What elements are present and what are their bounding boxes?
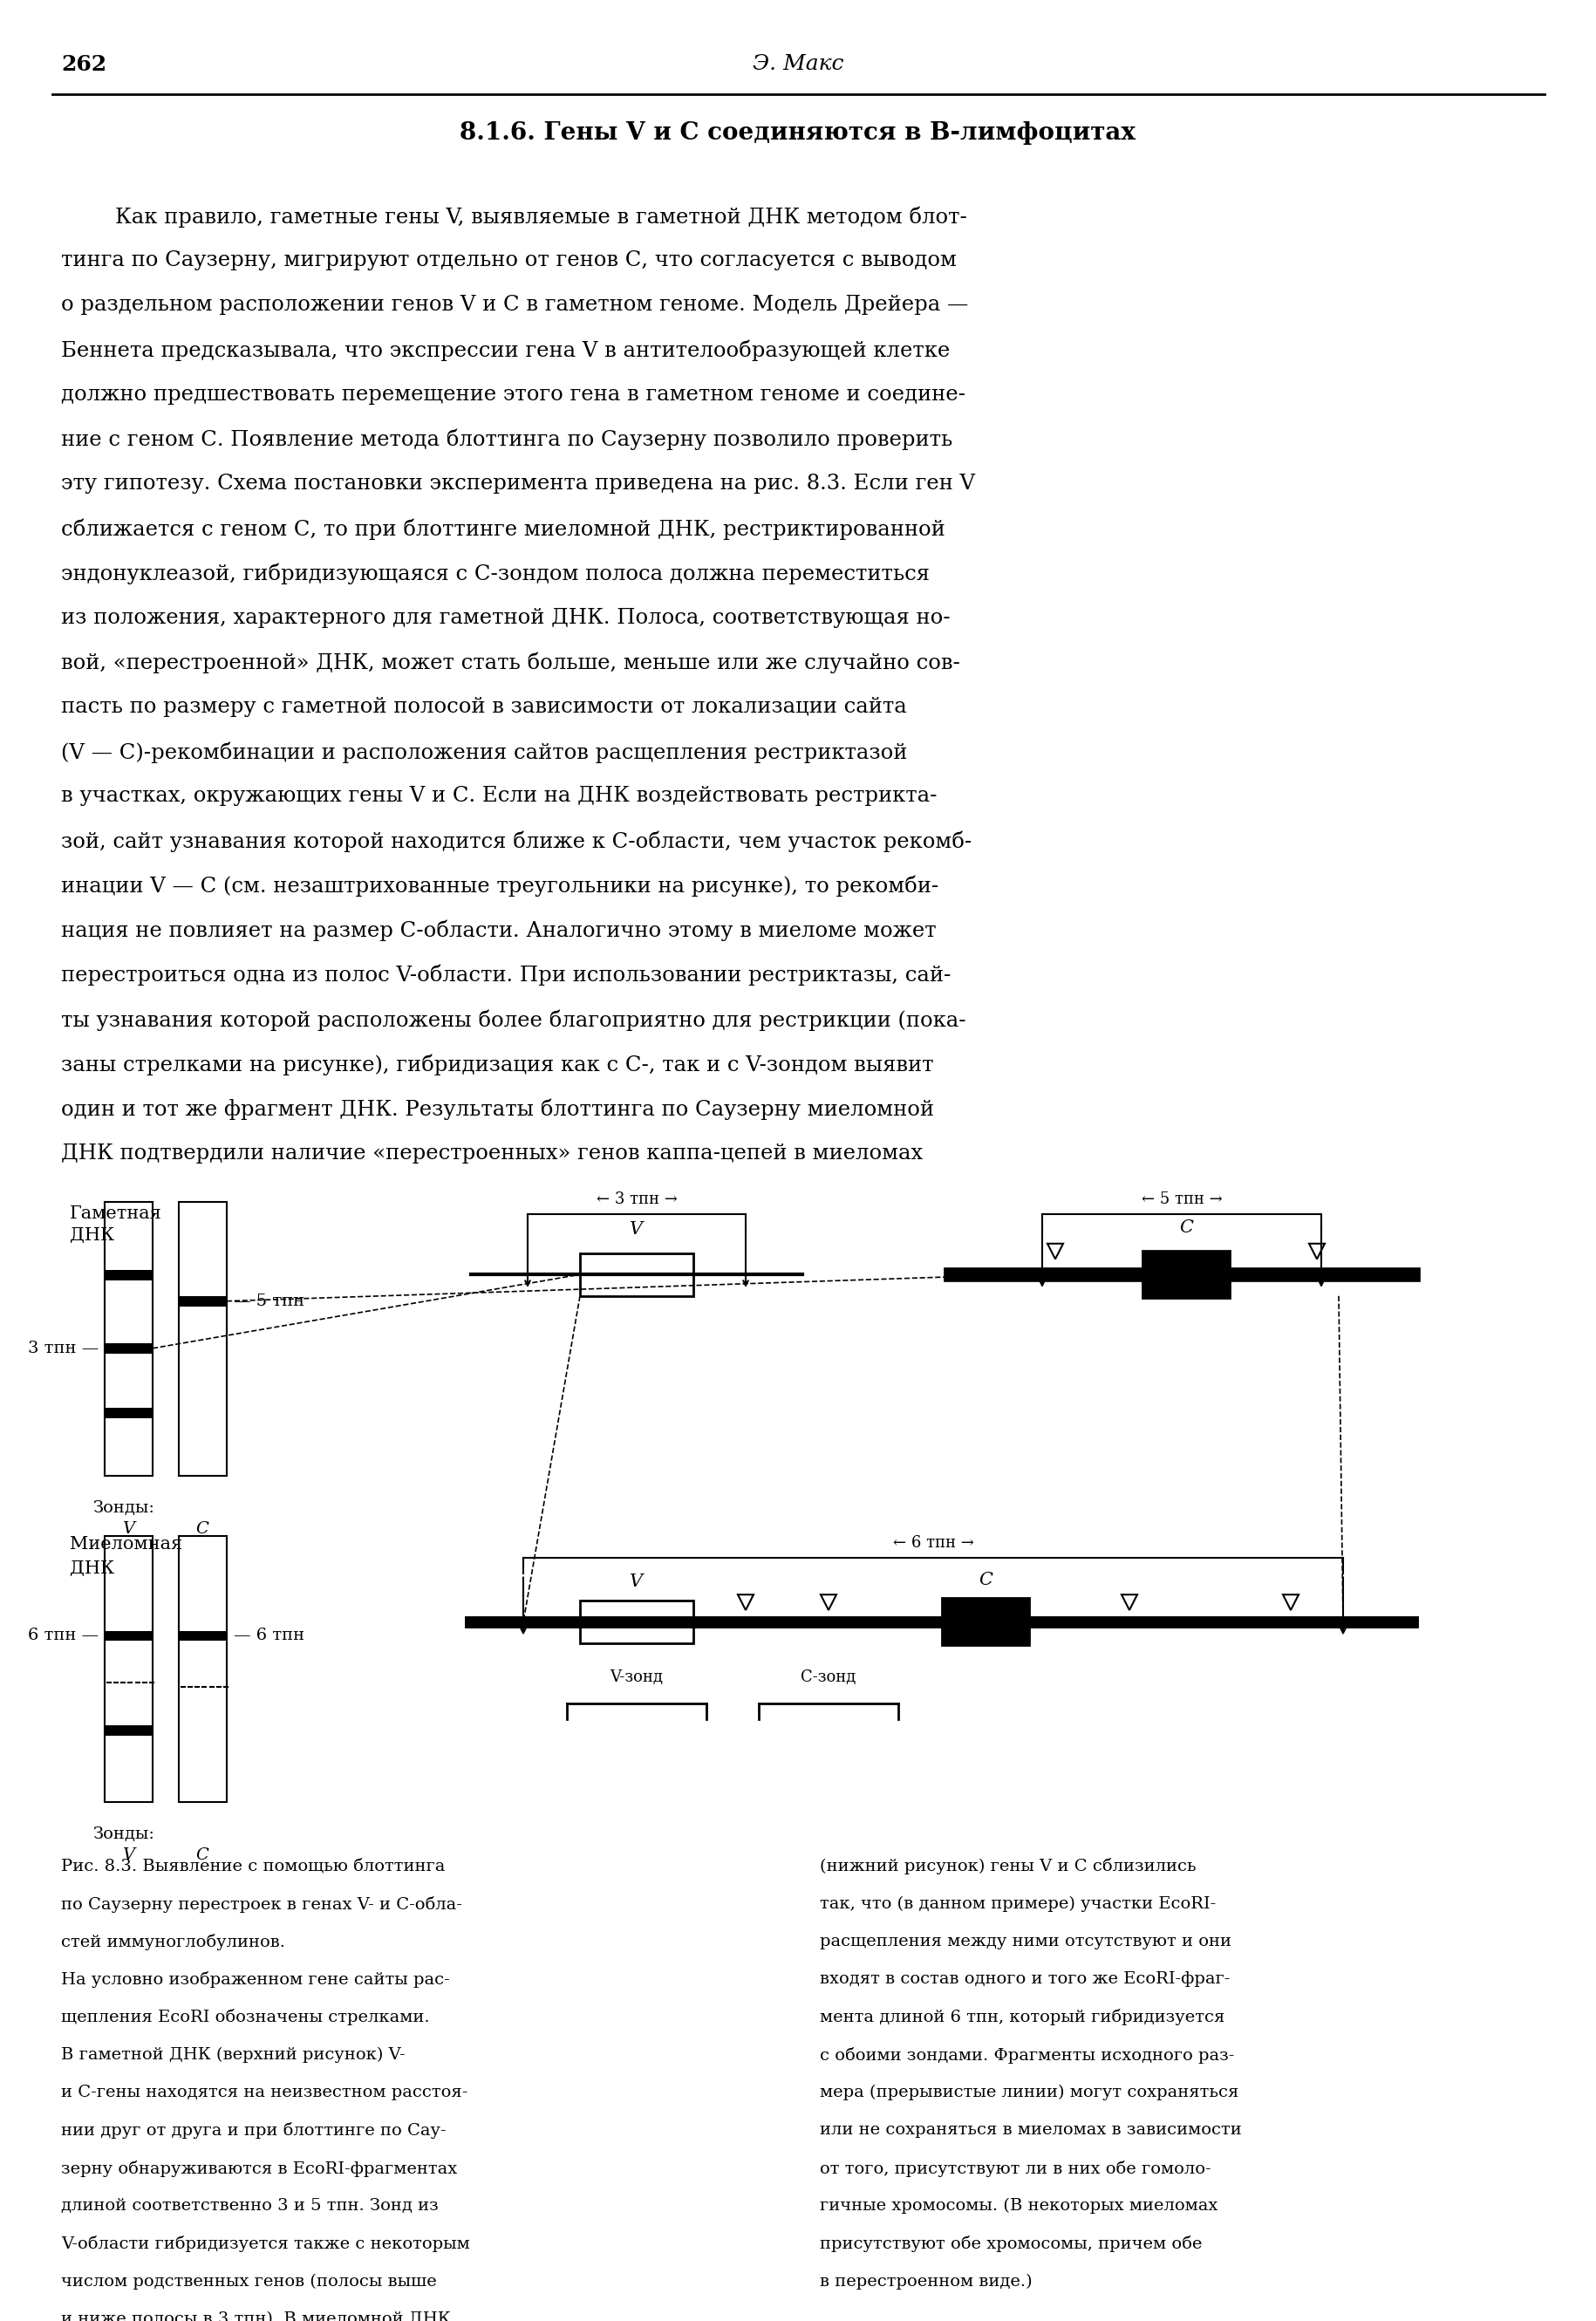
Text: V: V (121, 1848, 134, 1864)
Text: числом родственных генов (полосы выше: числом родственных генов (полосы выше (61, 2275, 436, 2289)
Text: по Саузерну перестроек в генах V- и С-обла-: по Саузерну перестроек в генах V- и С-об… (61, 1896, 461, 1913)
Text: сближается с геном С, то при блоттинге миеломной ДНК, рестриктированной: сближается с геном С, то при блоттинге м… (61, 518, 945, 541)
Text: зой, сайт узнавания которой находится ближе к С-области, чем участок рекомб-: зой, сайт узнавания которой находится бл… (61, 831, 972, 852)
Text: В гаметной ДНК (верхний рисунок) V-: В гаметной ДНК (верхний рисунок) V- (61, 2047, 405, 2063)
Text: мента длиной 6 тпн, который гибридизуется: мента длиной 6 тпн, который гибридизуетс… (819, 2010, 1224, 2026)
Text: V: V (630, 1574, 643, 1590)
Text: 3 тпн —: 3 тпн — (27, 1342, 99, 1355)
Text: — 5 тпн: — 5 тпн (233, 1293, 305, 1309)
Text: C: C (196, 1520, 209, 1537)
Text: C: C (1178, 1219, 1192, 1235)
Text: V-зонд: V-зонд (610, 1669, 662, 1685)
Text: ты узнавания которой расположены более благоприятно для рестрикции (пока-: ты узнавания которой расположены более б… (61, 1010, 966, 1031)
Text: (V — С)-рекомбинации и расположения сайтов расщепления рестриктазой: (V — С)-рекомбинации и расположения сайт… (61, 740, 907, 764)
Text: в участках, окружающих гены V и С. Если на ДНК воздействовать рестрикта-: в участках, окружающих гены V и С. Если … (61, 787, 937, 805)
Text: тинга по Саузерну, мигрируют отдельно от генов С, что согласуется с выводом: тинга по Саузерну, мигрируют отдельно от… (61, 251, 956, 272)
Polygon shape (1309, 1244, 1325, 1258)
Text: с обоими зондами. Фрагменты исходного раз-: с обоими зондами. Фрагменты исходного ра… (819, 2047, 1234, 2063)
Text: о раздельном расположении генов V и С в гаметном геноме. Модель Дрейера —: о раздельном расположении генов V и С в … (61, 295, 967, 316)
Bar (105, 1725, 153, 1736)
Text: 8.1.6. Гены V и C соединяются в В-лимфоцитах: 8.1.6. Гены V и C соединяются в В-лимфоц… (460, 121, 1135, 144)
Text: 262: 262 (61, 53, 107, 74)
Text: — 6 тпн: — 6 тпн (233, 1627, 305, 1643)
Text: 6 тпн —: 6 тпн — (27, 1627, 99, 1643)
Text: Гаметная: Гаметная (70, 1207, 161, 1223)
Text: На условно изображенном гене сайты рас-: На условно изображенном гене сайты рас- (61, 1971, 450, 1989)
Text: так, что (в данном примере) участки EcoRI-: так, что (в данном примере) участки EcoR… (819, 1896, 1215, 1913)
Polygon shape (1282, 1595, 1298, 1611)
Text: стей иммуноглобулинов.: стей иммуноглобулинов. (61, 1933, 286, 1950)
Text: Зонды:: Зонды: (93, 1499, 155, 1516)
Text: Миеломная: Миеломная (70, 1537, 182, 1553)
Text: мера (прерывистые линии) могут сохраняться: мера (прерывистые линии) могут сохранять… (819, 2084, 1238, 2101)
Text: из положения, характерного для гаметной ДНК. Полоса, соответствующая но-: из положения, характерного для гаметной … (61, 608, 950, 627)
Text: должно предшествовать перемещение этого гена в гаметном геноме и соедине-: должно предшествовать перемещение этого … (61, 385, 966, 404)
Text: заны стрелками на рисунке), гибридизация как с С-, так и с V-зондом выявит: заны стрелками на рисунке), гибридизация… (61, 1054, 934, 1075)
Bar (942, 1599, 1028, 1646)
Text: один и тот же фрагмент ДНК. Результаты блоттинга по Саузерну миеломной: один и тот же фрагмент ДНК. Результаты б… (61, 1098, 934, 1121)
Bar (179, 1295, 227, 1307)
Text: нии друг от друга и при блоттинге по Сау-: нии друг от друга и при блоттинге по Сау… (61, 2121, 445, 2140)
Text: Рис. 8.3. Выявление с помощью блоттинга: Рис. 8.3. Выявление с помощью блоттинга (61, 1859, 445, 1873)
Text: или не сохраняться в миеломах в зависимости: или не сохраняться в миеломах в зависимо… (819, 2121, 1242, 2138)
Text: ← 5 тпн →: ← 5 тпн → (1141, 1193, 1221, 1207)
Text: пасть по размеру с гаметной полосой в зависимости от локализации сайта: пасть по размеру с гаметной полосой в за… (61, 696, 907, 717)
Bar (105, 1344, 153, 1353)
Bar (179, 1632, 227, 1641)
Text: эндонуклеазой, гибридизующаяся с С-зондом полоса должна переместиться: эндонуклеазой, гибридизующаяся с С-зондо… (61, 564, 929, 585)
Bar (1141, 1251, 1229, 1297)
Bar (179, 1202, 227, 1476)
Bar (579, 1253, 693, 1295)
Text: перестроиться одна из полос V-области. При использовании рестриктазы, сай-: перестроиться одна из полос V-области. П… (61, 966, 951, 986)
Bar (105, 1270, 153, 1281)
Polygon shape (820, 1595, 836, 1611)
Text: входят в состав одного и того же EcoRI-фраг-: входят в состав одного и того же EcoRI-ф… (819, 1971, 1229, 1987)
Bar (179, 1537, 227, 1803)
Polygon shape (1047, 1244, 1063, 1258)
Text: Э. Макс: Э. Макс (752, 53, 843, 74)
Text: и ниже полосы в 3 тпн). В миеломной ДНК: и ниже полосы в 3 тпн). В миеломной ДНК (61, 2312, 450, 2321)
Text: Беннета предсказывала, что экспрессии гена V в антителообразующей клетке: Беннета предсказывала, что экспрессии ге… (61, 339, 950, 362)
Text: ДНК: ДНК (70, 1560, 115, 1576)
Text: гичные хромосомы. (В некоторых миеломах: гичные хромосомы. (В некоторых миеломах (819, 2198, 1218, 2214)
Bar (105, 1202, 153, 1476)
Text: длиной соответственно 3 и 5 тпн. Зонд из: длиной соответственно 3 и 5 тпн. Зонд из (61, 2198, 439, 2214)
Bar (105, 1407, 153, 1418)
Text: присутствуют обе хромосомы, причем обе: присутствуют обе хромосомы, причем обе (819, 2235, 1202, 2251)
Text: инации V — С (см. незаштрихованные треугольники на рисунке), то рекомби-: инации V — С (см. незаштрихованные треуг… (61, 875, 938, 896)
Text: зерну обнаруживаются в EcoRI-фрагментах: зерну обнаруживаются в EcoRI-фрагментах (61, 2161, 456, 2177)
Text: (нижний рисунок) гены V и С сблизились: (нижний рисунок) гены V и С сблизились (819, 1859, 1195, 1875)
Text: щепления EcoRI обозначены стрелками.: щепления EcoRI обозначены стрелками. (61, 2010, 429, 2026)
Text: V: V (121, 1520, 134, 1537)
Text: ← 6 тпн →: ← 6 тпн → (892, 1534, 974, 1550)
Bar (105, 1537, 153, 1803)
Text: расщепления между ними отсутствуют и они: расщепления между ними отсутствуют и они (819, 1933, 1231, 1950)
Text: Зонды:: Зонды: (93, 1827, 155, 1843)
Text: ← 3 тпн →: ← 3 тпн → (595, 1193, 677, 1207)
Bar (105, 1632, 153, 1641)
Polygon shape (1120, 1595, 1136, 1611)
Text: вой, «перестроенной» ДНК, может стать больше, меньше или же случайно сов-: вой, «перестроенной» ДНК, может стать бо… (61, 652, 959, 673)
Bar (579, 1601, 693, 1643)
Text: С-зонд: С-зонд (801, 1669, 855, 1685)
Text: C: C (196, 1848, 209, 1864)
Text: ДНК подтвердили наличие «перестроенных» генов каппа-цепей в миеломах: ДНК подтвердили наличие «перестроенных» … (61, 1144, 922, 1163)
Text: нация не повлияет на размер С-области. Аналогично этому в миеломе может: нация не повлияет на размер С-области. А… (61, 919, 935, 942)
Text: ДНК: ДНК (70, 1228, 115, 1244)
Text: V: V (630, 1221, 643, 1237)
Text: Как правило, гаметные гены V, выявляемые в гаметной ДНК методом блот-: Как правило, гаметные гены V, выявляемые… (61, 207, 967, 227)
Text: и С-гены находятся на неизвестном расстоя-: и С-гены находятся на неизвестном рассто… (61, 2084, 468, 2101)
Text: C: C (978, 1571, 993, 1588)
Text: V-области гибридизуется также с некоторым: V-области гибридизуется также с некоторы… (61, 2235, 469, 2251)
Text: в перестроенном виде.): в перестроенном виде.) (819, 2275, 1031, 2289)
Polygon shape (737, 1595, 753, 1611)
Text: эту гипотезу. Схема постановки эксперимента приведена на рис. 8.3. Если ген V: эту гипотезу. Схема постановки экспериме… (61, 473, 975, 494)
Text: ние с геном С. Появление метода блоттинга по Саузерну позволило проверить: ние с геном С. Появление метода блоттинг… (61, 429, 953, 450)
Text: от того, присутствуют ли в них обе гомоло-: от того, присутствуют ли в них обе гомол… (819, 2161, 1210, 2177)
